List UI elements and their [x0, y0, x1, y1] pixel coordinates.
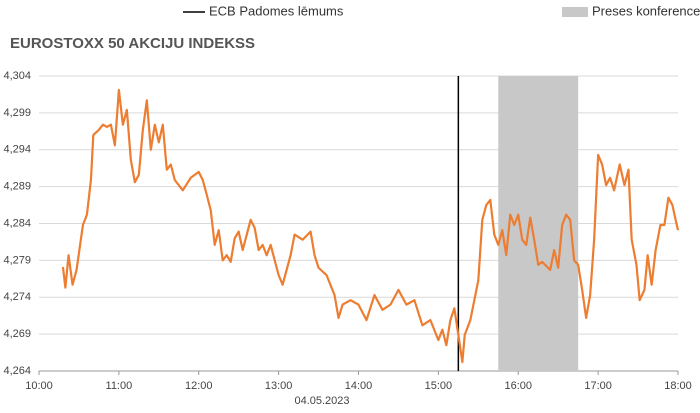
y-tick-label: 4,289 — [3, 181, 31, 193]
x-tick-label: 11:00 — [106, 380, 133, 392]
y-tick-label: 4,304 — [3, 70, 31, 82]
y-tick-label: 4,279 — [3, 254, 31, 266]
x-tick-label: 18:00 — [664, 380, 692, 392]
x-tick-label: 10:00 — [25, 380, 53, 392]
series-line — [61, 88, 680, 364]
legend-label: Preses konference — [592, 3, 700, 18]
x-tick-label: 12:00 — [185, 380, 213, 392]
y-tick-label: 4,294 — [3, 144, 31, 156]
y-tick-label: 4,284 — [3, 217, 31, 229]
chart-title: EUROSTOXX 50 AKCIJU INDEKSS — [10, 35, 255, 52]
y-tick-label: 4,274 — [3, 291, 31, 303]
x-tick-label: 15:00 — [425, 380, 453, 392]
y-tick-label: 4,269 — [3, 328, 31, 340]
x-tick-label: 14:00 — [345, 380, 373, 392]
y-tick-label: 4,299 — [3, 107, 31, 119]
legend-band-swatch — [562, 7, 588, 17]
x-tick-label: 16:00 — [504, 380, 532, 392]
x-tick-label: 13:00 — [265, 380, 293, 392]
y-tick-label: 4,264 — [3, 365, 31, 377]
press-conference-band — [498, 76, 579, 371]
x-axis-label: 04.05.2023 — [294, 395, 349, 407]
x-tick-label: 17:00 — [584, 380, 612, 392]
legend-label: ECB Padomes lēmums — [209, 3, 344, 18]
